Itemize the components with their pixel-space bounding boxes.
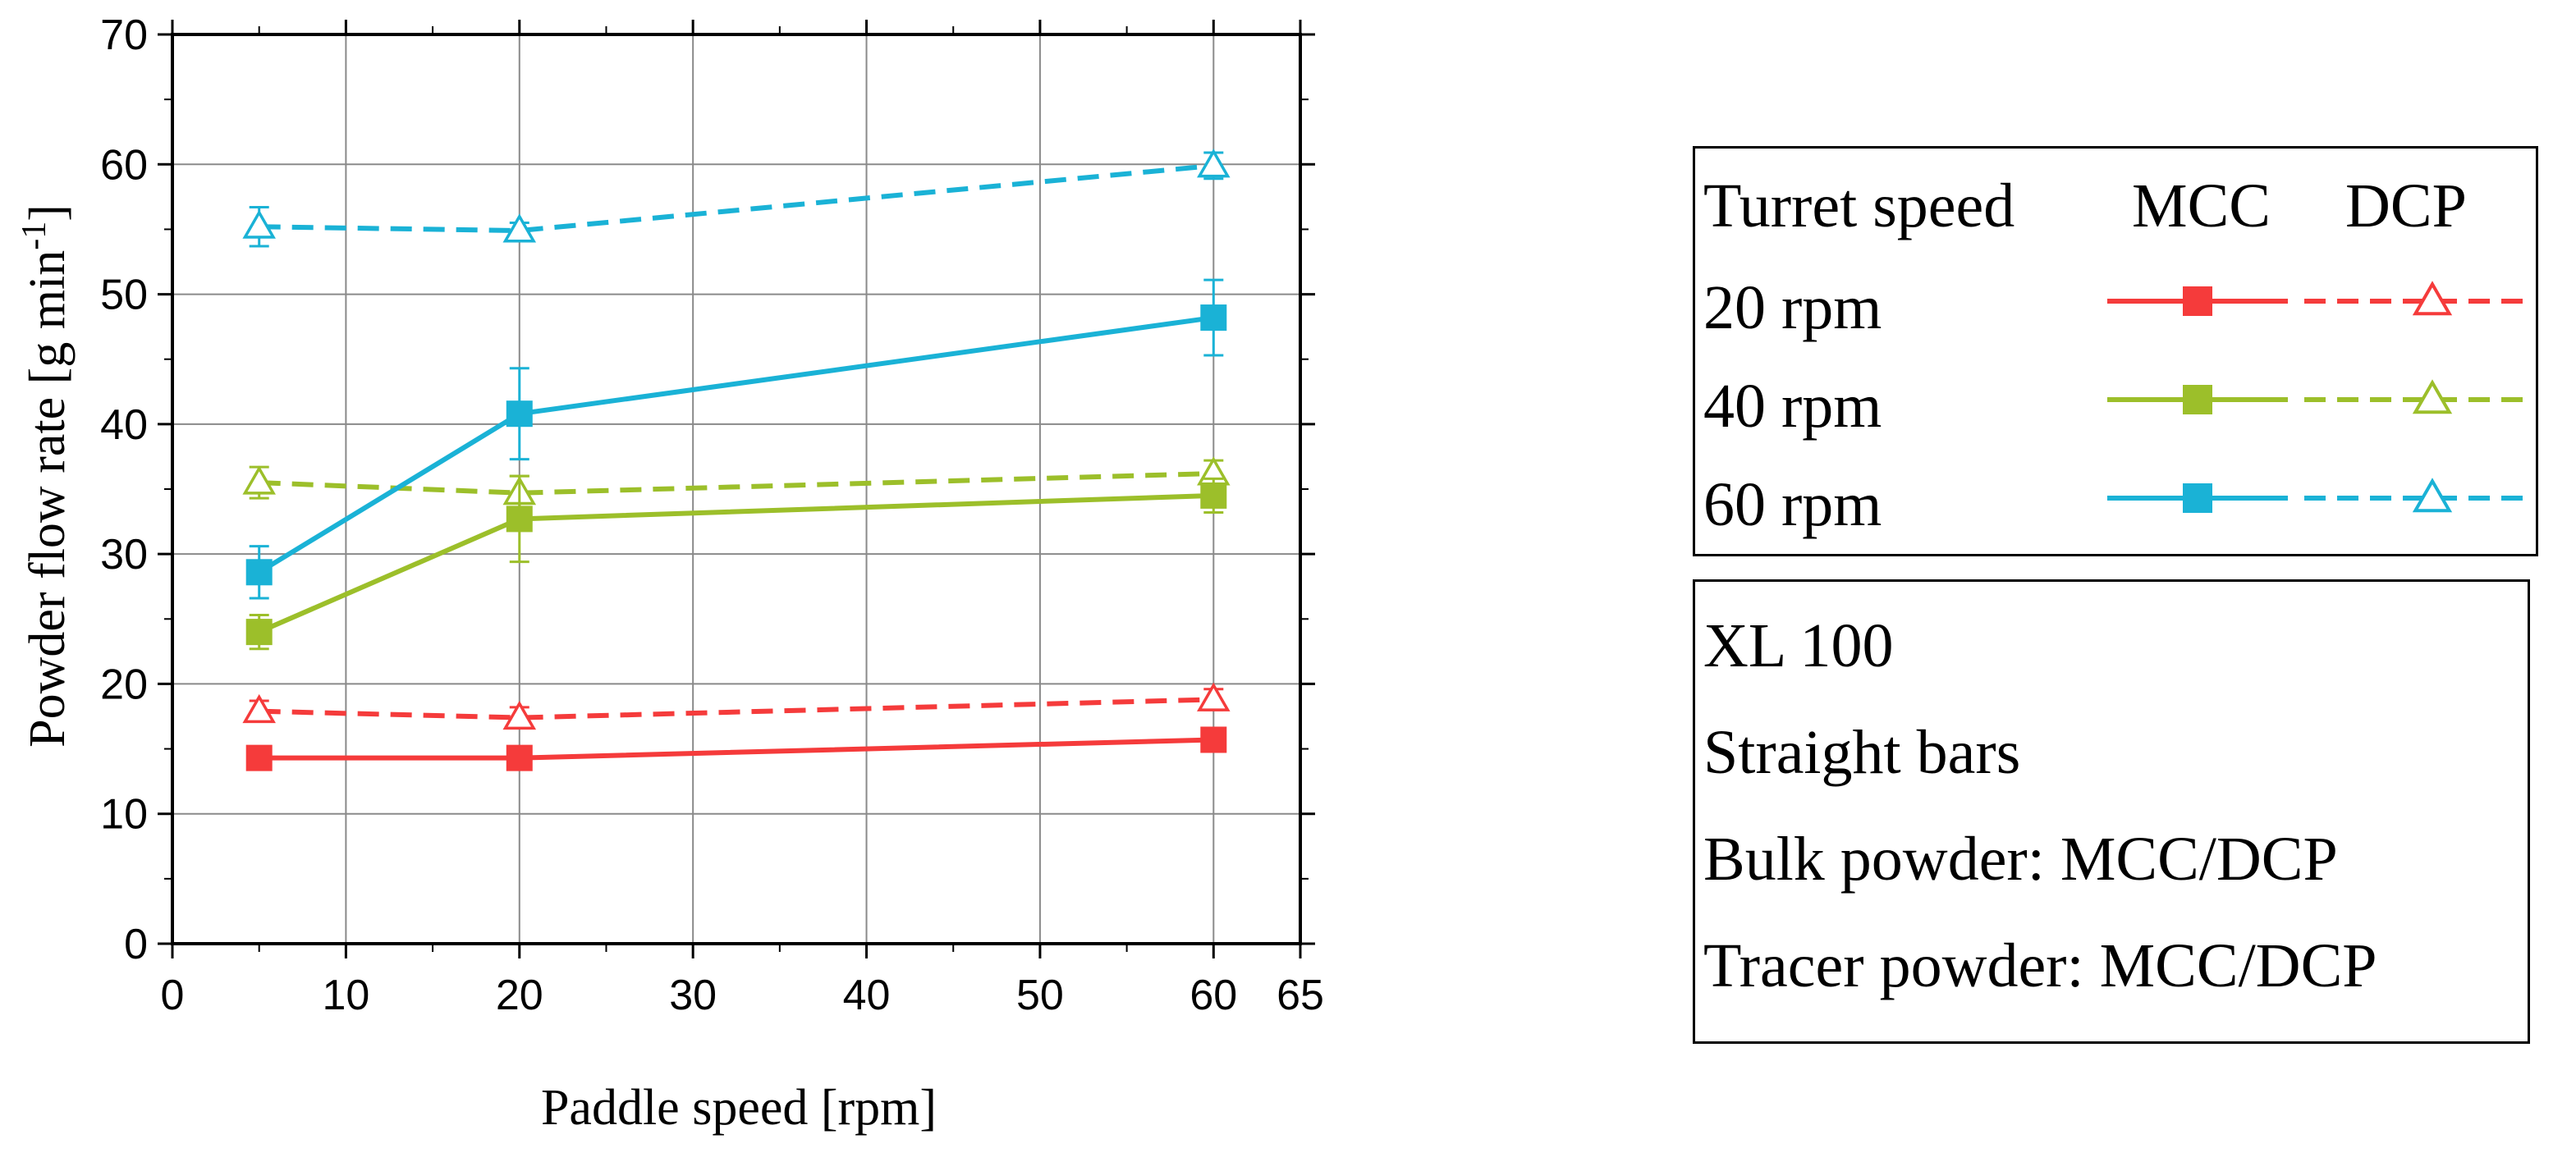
y-axis-label-sup: -1 <box>16 222 53 250</box>
x-tick-label: 65 <box>1277 972 1324 1019</box>
y-tick-label: 20 <box>100 661 148 708</box>
y-axis-label-main: Powder flow rate [g min <box>20 250 76 748</box>
series-line <box>258 492 1214 634</box>
data-point <box>502 700 537 730</box>
legend-swatches <box>2107 281 2534 513</box>
x-tick-label: 60 <box>1189 972 1237 1019</box>
data-point <box>1200 482 1227 509</box>
data-point <box>245 559 273 586</box>
series-line <box>259 471 1214 496</box>
info-line-model: XL 100 <box>1703 611 1894 680</box>
x-tick-label: 0 <box>161 972 185 1019</box>
data-point <box>245 744 273 771</box>
y-tick-label: 40 <box>100 401 148 449</box>
legend-row-label-20: 20 rpm <box>1703 273 1882 342</box>
x-tick-label: 10 <box>322 972 369 1019</box>
legend-row-label-40: 40 rpm <box>1703 372 1882 441</box>
data-point <box>1197 682 1231 711</box>
info-box: XL 100 Straight bars Bulk powder: MCC/DC… <box>1693 579 2530 1044</box>
legend-header-dcp: DCP <box>2345 172 2467 240</box>
data-point <box>506 400 533 428</box>
series-dcp-20-rpm <box>242 682 1231 730</box>
legend-dcp-marker <box>2412 478 2453 513</box>
legend-swatch-20-rpm <box>2107 281 2534 316</box>
data-point <box>242 209 276 239</box>
legend: Turret speed MCC DCP 20 rpm 40 rpm 60 rp… <box>1693 146 2538 556</box>
y-tick-label: 30 <box>100 531 148 579</box>
series-line <box>259 737 1214 761</box>
legend-swatch-40-rpm <box>2107 379 2534 414</box>
y-tick-label: 60 <box>100 141 148 189</box>
legend-header-turret: Turret speed <box>1703 172 2015 240</box>
legend-swatch-60-rpm <box>2107 478 2534 513</box>
legend-dcp-marker <box>2412 379 2453 414</box>
info-line-bars: Straight bars <box>1703 718 2021 787</box>
tick-labels: 0 10 20 30 40 50 60 65 0 10 20 30 40 50 60 70 <box>100 11 1324 1019</box>
y-tick-label: 70 <box>100 11 148 59</box>
x-tick-label: 30 <box>669 972 717 1019</box>
y-tick-label: 10 <box>100 791 148 839</box>
series-mcc-60-rpm <box>245 278 1227 600</box>
legend-mcc-marker <box>2183 286 2212 316</box>
series-line <box>258 315 1214 574</box>
plot-frame <box>171 33 1302 945</box>
data-point <box>242 693 276 724</box>
data-point <box>1200 726 1227 753</box>
legend-row-label-60: 60 rpm <box>1703 470 1882 539</box>
data-point <box>242 465 276 495</box>
legend-header-mcc: MCC <box>2132 172 2271 240</box>
x-axis-label: Paddle speed [rpm] <box>541 1080 937 1136</box>
data-point <box>1200 304 1227 332</box>
legend-mcc-marker <box>2183 385 2212 414</box>
series-dcp-60-rpm <box>242 149 1231 248</box>
data-point <box>506 744 533 771</box>
x-tick-label: 40 <box>843 972 891 1019</box>
series-mcc-40-rpm <box>245 474 1227 651</box>
y-axis-label-end: ] <box>20 204 76 222</box>
y-tick-label: 0 <box>124 921 148 968</box>
y-tick-label: 50 <box>100 272 148 319</box>
y-axis-label: Powder flow rate [g min-1] <box>16 204 76 748</box>
data-point <box>506 505 533 533</box>
data-point <box>1197 149 1231 178</box>
legend-mcc-marker <box>2183 483 2212 513</box>
series-line <box>259 162 1214 234</box>
series-layer <box>242 149 1231 771</box>
info-line-bulk: Bulk powder: MCC/DCP <box>1703 825 2338 894</box>
data-point <box>502 213 537 243</box>
x-tick-label: 20 <box>496 972 543 1019</box>
legend-dcp-marker <box>2412 281 2453 316</box>
x-tick-label: 50 <box>1016 972 1064 1019</box>
series-mcc-20-rpm <box>245 726 1227 771</box>
series-line <box>259 697 1214 720</box>
data-point <box>245 619 273 646</box>
info-line-tracer: Tracer powder: MCC/DCP <box>1703 931 2377 1000</box>
